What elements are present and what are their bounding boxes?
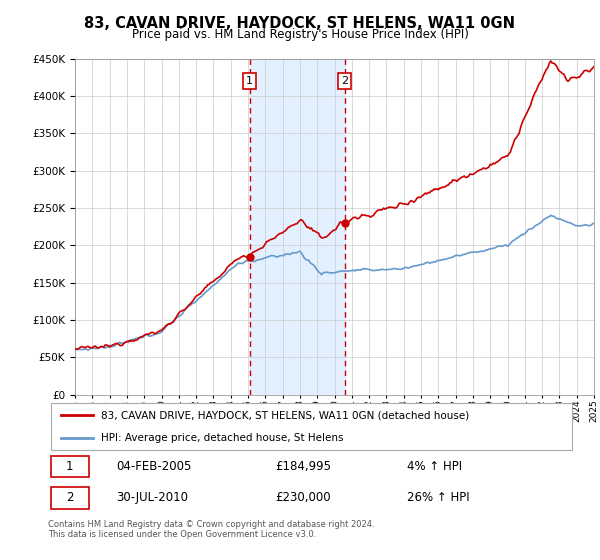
- FancyBboxPatch shape: [50, 403, 572, 450]
- Text: 83, CAVAN DRIVE, HAYDOCK, ST HELENS, WA11 0GN (detached house): 83, CAVAN DRIVE, HAYDOCK, ST HELENS, WA1…: [101, 410, 469, 421]
- Text: 2: 2: [341, 76, 348, 86]
- FancyBboxPatch shape: [50, 455, 89, 477]
- Text: 26% ↑ HPI: 26% ↑ HPI: [407, 491, 470, 505]
- FancyBboxPatch shape: [50, 487, 89, 509]
- Text: 1: 1: [66, 460, 73, 473]
- Text: £184,995: £184,995: [275, 460, 331, 473]
- Text: 30-JUL-2010: 30-JUL-2010: [116, 491, 188, 505]
- Text: £230,000: £230,000: [275, 491, 331, 505]
- Text: HPI: Average price, detached house, St Helens: HPI: Average price, detached house, St H…: [101, 433, 343, 444]
- Bar: [250, 59, 344, 395]
- Text: 83, CAVAN DRIVE, HAYDOCK, ST HELENS, WA11 0GN: 83, CAVAN DRIVE, HAYDOCK, ST HELENS, WA1…: [85, 16, 515, 31]
- Text: 04-FEB-2005: 04-FEB-2005: [116, 460, 192, 473]
- Text: 4% ↑ HPI: 4% ↑ HPI: [407, 460, 462, 473]
- Text: Contains HM Land Registry data © Crown copyright and database right 2024.
This d: Contains HM Land Registry data © Crown c…: [48, 520, 374, 539]
- Text: 2: 2: [66, 491, 73, 505]
- Text: Price paid vs. HM Land Registry's House Price Index (HPI): Price paid vs. HM Land Registry's House …: [131, 28, 469, 41]
- Text: 1: 1: [246, 76, 253, 86]
